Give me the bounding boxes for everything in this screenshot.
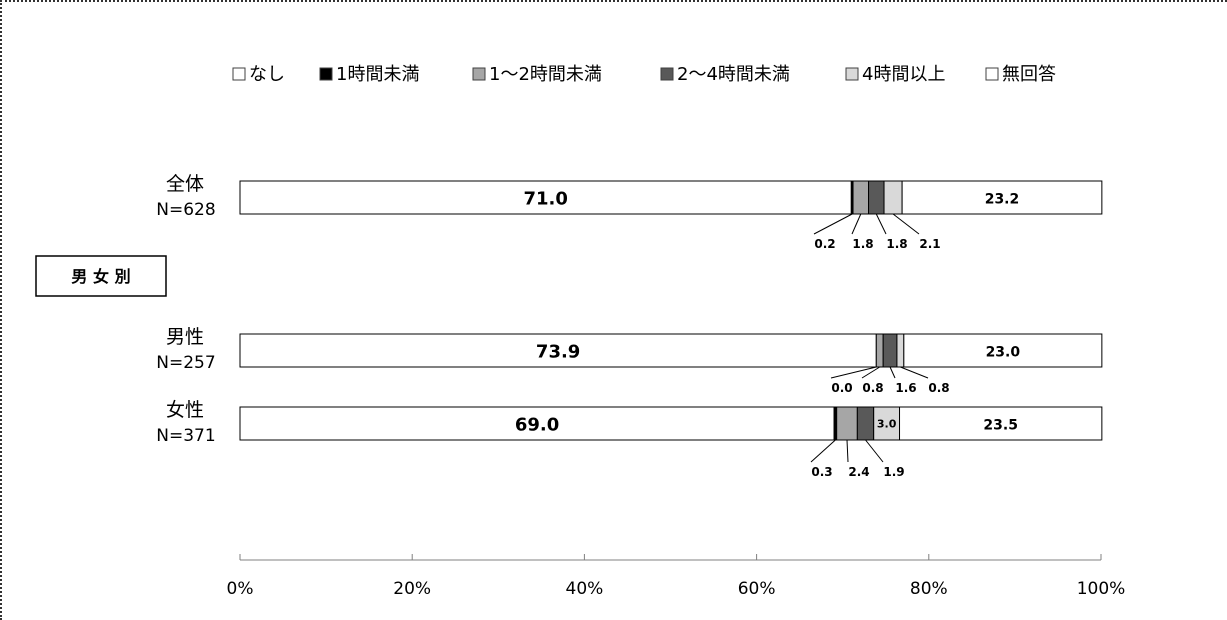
bar-segment-0-4	[883, 180, 903, 215]
data-label-0-4: 2.1	[919, 237, 940, 251]
x-tick-label-1: 20%	[393, 579, 431, 599]
data-label-1-4: 0.8	[928, 381, 949, 395]
bar-segment-1-0	[239, 333, 877, 368]
group-box-label: 男 女 別	[71, 267, 130, 286]
x-tick-label-0: 0%	[227, 579, 254, 599]
leader-line-2-1	[810, 439, 836, 463]
bar-segment-0-3	[868, 180, 885, 215]
data-label-0-5: 23.2	[985, 192, 1020, 208]
data-label-1-0: 73.9	[536, 342, 580, 363]
category-label-0: 全体	[166, 173, 204, 195]
category-labels: 全体 N=628 男性 N=257 女性 N=371	[156, 173, 215, 446]
data-label-0-1: 0.2	[814, 237, 835, 251]
leader-line-0-2	[851, 213, 862, 235]
legend: なし 1時間未満 1～2時間未満 2～4時間未満 4時間以上 無回答	[232, 64, 1056, 85]
bar-segment-1-3	[882, 333, 898, 368]
leader-line-0-4	[892, 213, 920, 235]
data-label-2-0: 69.0	[515, 415, 559, 436]
data-label-2-3: 1.9	[883, 465, 904, 479]
legend-label-4: 4時間以上	[862, 64, 945, 85]
leader-line-2-3	[865, 439, 884, 463]
leader-line-0-3	[875, 213, 887, 235]
category-n-1: N=257	[156, 353, 215, 373]
leader-line-1-3	[889, 366, 896, 379]
group-box: 男 女 別	[35, 255, 167, 297]
bar-segment-2-5	[899, 406, 1103, 441]
x-axis: 0% 20% 40% 60% 80% 100%	[227, 554, 1126, 599]
category-n-2: N=371	[156, 426, 215, 446]
x-tick-label-2: 40%	[566, 579, 604, 599]
data-label-1-3: 1.6	[895, 381, 916, 395]
bar-segment-2-2	[836, 406, 858, 441]
leader-line-0-1	[813, 213, 853, 235]
data-label-1-2: 0.8	[862, 381, 883, 395]
category-n-0: N=628	[156, 200, 215, 220]
legend-label-0: なし	[249, 64, 285, 85]
legend-swatch-2	[472, 67, 486, 81]
bar-segment-2-0	[239, 406, 835, 441]
data-label-2-4: 3.0	[877, 418, 897, 431]
data-label-2-2: 2.4	[848, 465, 869, 479]
leader-line-1-1	[830, 366, 877, 379]
bars: 71.0 23.2 0.2 1.8 1.8 2.1 73.9 23.0 0.0 0.8 1.6 0.8…	[239, 180, 1103, 479]
bar-segment-0-5	[901, 180, 1103, 215]
bar-segment-0-2	[852, 180, 870, 215]
data-label-0-0: 71.0	[523, 189, 567, 210]
category-label-1: 男性	[166, 326, 204, 348]
legend-label-3: 2～4時間未満	[677, 64, 790, 85]
data-label-0-3: 1.8	[886, 237, 907, 251]
data-label-1-5: 23.0	[986, 345, 1021, 361]
bar-segment-2-3	[856, 406, 875, 441]
bar-segment-1-4	[896, 333, 905, 368]
data-label-2-5: 23.5	[983, 418, 1018, 434]
legend-swatch-3	[660, 67, 674, 81]
bar-segment-0-0	[239, 180, 852, 215]
x-tick-label-5: 100%	[1077, 579, 1126, 599]
data-label-0-2: 1.8	[852, 237, 873, 251]
bar-segment-1-5	[903, 333, 1103, 368]
legend-swatch-0	[232, 67, 246, 81]
x-tick-label-3: 60%	[738, 579, 776, 599]
x-tick-label-4: 80%	[910, 579, 948, 599]
data-label-2-1: 0.3	[811, 465, 832, 479]
group-box-frame	[35, 255, 167, 297]
legend-label-2: 1～2時間未満	[489, 64, 602, 85]
leader-line-2-2	[846, 439, 849, 463]
leader-line-1-4	[900, 366, 929, 379]
legend-label-1: 1時間未満	[336, 64, 419, 85]
legend-swatch-1	[319, 67, 333, 81]
category-label-2: 女性	[166, 399, 204, 421]
data-label-1-1: 0.0	[831, 381, 852, 395]
leader-line-1-2	[861, 366, 880, 379]
bar-segment-1-2	[875, 333, 884, 368]
legend-swatch-5	[985, 67, 999, 81]
legend-label-5: 無回答	[1002, 64, 1056, 85]
legend-swatch-4	[845, 67, 859, 81]
